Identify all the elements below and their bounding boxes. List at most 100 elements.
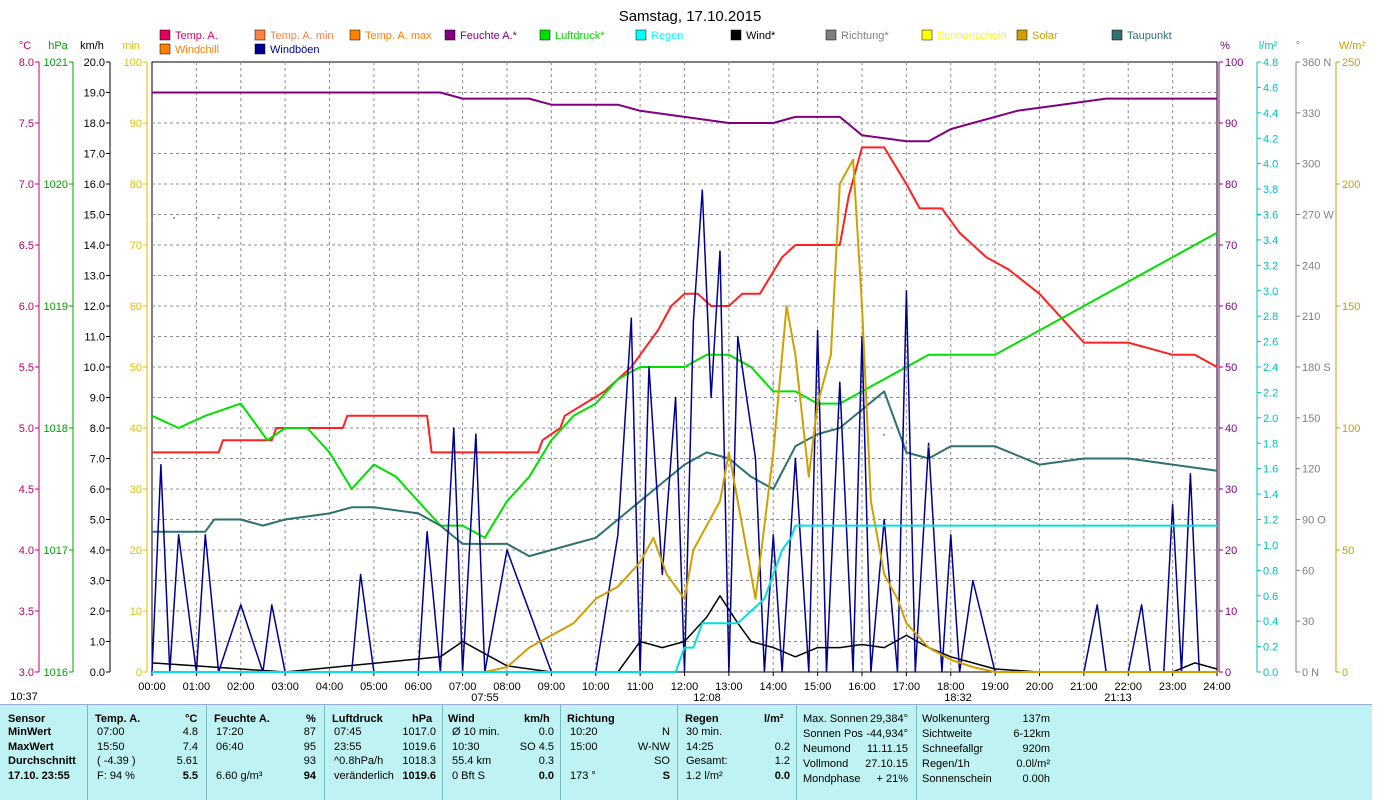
axis-tick-label-right: 50: [1225, 362, 1237, 374]
axis-tick-label-right: 60: [1225, 301, 1237, 313]
axis-tick-label-right: 360 N: [1302, 57, 1331, 69]
axis-unit-left: km/h: [80, 40, 104, 52]
stats-cell: F: 94 %: [97, 769, 135, 782]
x-axis-tick-label: 20:00: [1026, 681, 1054, 693]
stats-cell: 95: [303, 740, 316, 753]
axis-tick-label-right: 3.6: [1263, 210, 1278, 222]
x-axis-tick-label: 22:00: [1114, 681, 1142, 693]
axis-tick-label-right: 180 S: [1302, 362, 1331, 374]
sun-marker-label: 07:55: [471, 692, 499, 704]
series-line-regen: [152, 524, 1217, 673]
richtung-point: [927, 445, 930, 448]
axis-tick-label-right: 20: [1225, 545, 1237, 557]
axis-tick-label-left: 6.0: [19, 301, 34, 313]
stats-cell: 15:00: [570, 740, 598, 753]
axis-tick-label-left: 1020: [44, 179, 68, 191]
x-axis-tick-label: 18:00: [937, 681, 965, 693]
axis-tick-label-right: 4.4: [1263, 108, 1278, 120]
axis-tick-label-right: 100: [1342, 423, 1360, 435]
stats-cell: ^0.8hPa/h: [334, 755, 384, 767]
richtung-point: [173, 216, 176, 219]
stats-cell: 06:40: [216, 740, 244, 753]
x-axis-tick-label: 08:00: [493, 681, 521, 693]
astro-label: Max. Sonnen: [803, 713, 868, 725]
header-luftdruck-unit: hPa: [412, 713, 433, 725]
axis-tick-label-left: 30: [130, 484, 142, 496]
axis-tick-label-right: 1.4: [1263, 489, 1278, 501]
axis-tick-label-left: 16.0: [84, 179, 105, 191]
weather-chart: Samstag, 17.10.2015 Temp. A. Temp. A. min…: [10, 8, 1366, 704]
stats-cell: 0.0: [538, 769, 554, 782]
stats-cell: 55.4 km: [452, 755, 492, 767]
axis-unit-left: °C: [19, 40, 31, 52]
axis-tick-label-left: 80: [130, 179, 142, 191]
header-regen: Regen: [685, 713, 719, 725]
axis-unit-right: W/m²: [1339, 40, 1366, 52]
x-axis-tick-label: 06:00: [404, 681, 432, 693]
header-feuchte-unit: %: [306, 713, 316, 725]
stats-cell: 17:20: [216, 726, 244, 738]
axis-tick-label-right: 150: [1302, 413, 1320, 425]
legend-swatch: [444, 29, 456, 41]
astro-label: Vollmond: [803, 758, 849, 770]
axis-tick-label-left: 20.0: [84, 57, 105, 69]
axis-tick-label-right: 0: [1342, 667, 1348, 679]
axis-tick-label-right: 90 O: [1302, 515, 1326, 527]
axis-tick-label-right: 1.6: [1263, 464, 1278, 476]
series-line-tempa: [152, 146, 1218, 454]
axis-tick-label-left: 2.0: [90, 606, 105, 618]
axis-tick-label-left: 10.0: [84, 362, 105, 374]
axis-tick-label-right: 2.4: [1263, 362, 1278, 374]
misc-value: 920m: [1022, 743, 1050, 755]
axis-tick-label-left: 4.0: [19, 545, 34, 557]
axis-tick-label-right: 4.0: [1263, 159, 1278, 171]
richtung-point: [905, 442, 908, 445]
x-axis-tick-label: 13:00: [715, 681, 743, 693]
legend-label: Richtung*: [841, 30, 889, 42]
legend-label: Windböen: [270, 44, 320, 56]
legend-label: Sonnenschein: [937, 30, 1007, 42]
axis-tick-label-right: 100: [1225, 57, 1243, 69]
axis-tick-label-right: 2.6: [1263, 337, 1278, 349]
axis-tick-label-left: 3.0: [19, 667, 34, 679]
axis-tick-label-left: 6.0: [90, 484, 105, 496]
stats-cell: 87: [303, 726, 316, 738]
axis-tick-label-right: 120: [1302, 464, 1320, 476]
axis-tick-label-left: 1018: [44, 423, 68, 435]
x-axis-tick-label: 14:00: [759, 681, 787, 693]
stats-cell: 94: [303, 769, 316, 782]
axis-tick-label-left: 1019: [44, 301, 68, 313]
x-axis-tick-label: 16:00: [848, 681, 876, 693]
stats-cell: SO 4.5: [519, 740, 554, 753]
astro-label: Sonnen Pos: [803, 728, 863, 740]
axis-tick-label-right: 30: [1225, 484, 1237, 496]
legend-swatch: [254, 43, 266, 55]
stats-cell: 4.8: [182, 726, 198, 738]
stats-cell: 30 min.: [686, 726, 723, 738]
legend-label: Temp. A. max: [365, 30, 432, 42]
axis-tick-label-right: 2.2: [1263, 387, 1278, 399]
axis-tick-label-left: 3.5: [19, 606, 34, 618]
sun-marker-label: 21:13: [1104, 692, 1132, 704]
axis-unit-right: l/m²: [1259, 40, 1278, 52]
axis-tick-label-right: 40: [1225, 423, 1237, 435]
stats-cell: 1.2: [774, 755, 790, 767]
header-regen-unit: l/m²: [764, 713, 784, 725]
astro-label: Mondphase: [803, 773, 861, 785]
legend-swatch: [635, 29, 647, 41]
axis-tick-label-right: 200: [1342, 179, 1360, 191]
stats-cell: 0 Bft S: [452, 769, 486, 782]
stats-cell: W-NW: [637, 740, 670, 753]
axis-tick-label-left: 5.0: [90, 515, 105, 527]
richtung-point: [772, 382, 775, 385]
legend-swatch: [254, 29, 266, 41]
axis-tick-label-right: 4.8: [1263, 57, 1278, 69]
x-axis-tick-label: 12:00: [671, 681, 699, 693]
legend-swatch: [730, 29, 742, 41]
axis-tick-label-right: 250: [1342, 57, 1360, 69]
richtung-point: [816, 408, 819, 411]
axis-tick-label-left: 4.0: [90, 545, 105, 557]
legend-swatch: [921, 29, 933, 41]
astro-value: + 21%: [876, 773, 909, 785]
legend-label: Solar: [1032, 30, 1058, 42]
